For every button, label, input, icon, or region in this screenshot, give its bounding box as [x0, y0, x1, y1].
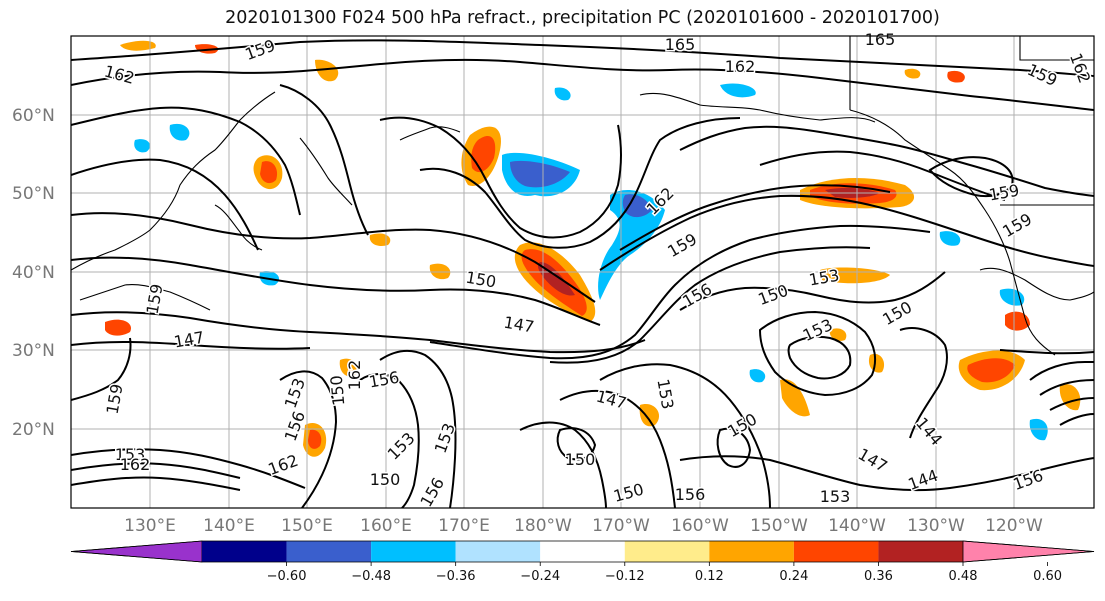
coastlines — [71, 36, 1094, 356]
refractivity-contours — [71, 39, 1094, 508]
lon-label: 170°W — [592, 516, 650, 536]
contour-label: 153 — [820, 487, 851, 506]
colorbar-tick-label: −0.12 — [605, 569, 645, 584]
colorbar-extend-low — [70, 540, 203, 563]
lon-label: 180°W — [514, 516, 572, 536]
contour-label: 159 — [103, 382, 127, 415]
lon-label: 130°W — [907, 516, 965, 536]
contour-label: 156 — [675, 485, 706, 504]
contour-label: 162 — [725, 57, 756, 76]
colorbar-tick-label: −0.60 — [267, 569, 307, 584]
contour-label: 150 — [327, 374, 349, 406]
colorbar-tick-label: −0.48 — [351, 569, 391, 584]
colorbar-bin — [709, 541, 794, 562]
lat-label: 20°N — [12, 420, 55, 440]
lon-label: 150°W — [750, 516, 808, 536]
lat-label: 30°N — [12, 341, 55, 361]
colorbar-bin — [878, 541, 963, 562]
lon-label: 150°E — [281, 516, 333, 536]
colorbar-bin — [455, 541, 541, 562]
colorbar: −0.60 −0.48 −0.36 −0.24 −0.12 0.12 0.24 0.36 0.4… — [70, 540, 1095, 584]
lat-label: 40°N — [12, 263, 55, 283]
colorbar-tick-label: 0.60 — [1033, 569, 1062, 584]
contour-label: 150 — [370, 470, 401, 489]
longitude-labels: 130°E 140°E 150°E 160°E 170°E 180°W 170°… — [124, 516, 1043, 536]
lon-label: 130°E — [124, 516, 176, 536]
colorbar-tick-label: −0.24 — [520, 569, 560, 584]
colorbar-outline — [70, 540, 1095, 563]
contour-label: 165 — [865, 30, 896, 49]
lon-label: 160°W — [671, 516, 729, 536]
lon-label: 140°W — [828, 516, 886, 536]
graticule — [71, 36, 1094, 508]
colorbar-bin — [793, 541, 879, 562]
map-frame — [70, 35, 1095, 509]
lon-label: 170°E — [438, 516, 490, 536]
colorbar-tick-label: −0.36 — [436, 569, 476, 584]
map-title: 2020101300 F024 500 hPa refract., precip… — [225, 8, 940, 28]
colorbar-bin — [624, 541, 710, 562]
colorbar-extend-high — [962, 540, 1095, 563]
colorbar-tick-label: 0.24 — [779, 569, 808, 584]
contour-label: 153 — [807, 266, 840, 290]
colorbar-bin — [286, 541, 372, 562]
lon-label: 120°W — [985, 516, 1043, 536]
colorbar-tick-label: 0.36 — [864, 569, 893, 584]
latitude-labels: 60°N 50°N 40°N 30°N 20°N — [12, 106, 55, 440]
colorbar-bin — [202, 541, 287, 562]
contour-label: 165 — [665, 35, 696, 54]
contour-label: 162 — [120, 455, 151, 474]
colorbar-bin — [540, 541, 625, 562]
contour-label: 153 — [115, 445, 146, 464]
colorbar-bin — [371, 541, 456, 562]
lat-label: 60°N — [12, 106, 55, 126]
contour-label: 150 — [565, 450, 596, 469]
lon-label: 140°E — [203, 516, 255, 536]
colorbar-tick-label: 0.48 — [949, 569, 978, 584]
colorbar-tick-label: 0.12 — [695, 569, 724, 584]
lon-label: 160°E — [360, 516, 412, 536]
lat-label: 50°N — [12, 184, 55, 204]
contour-label: 162 — [345, 360, 364, 391]
